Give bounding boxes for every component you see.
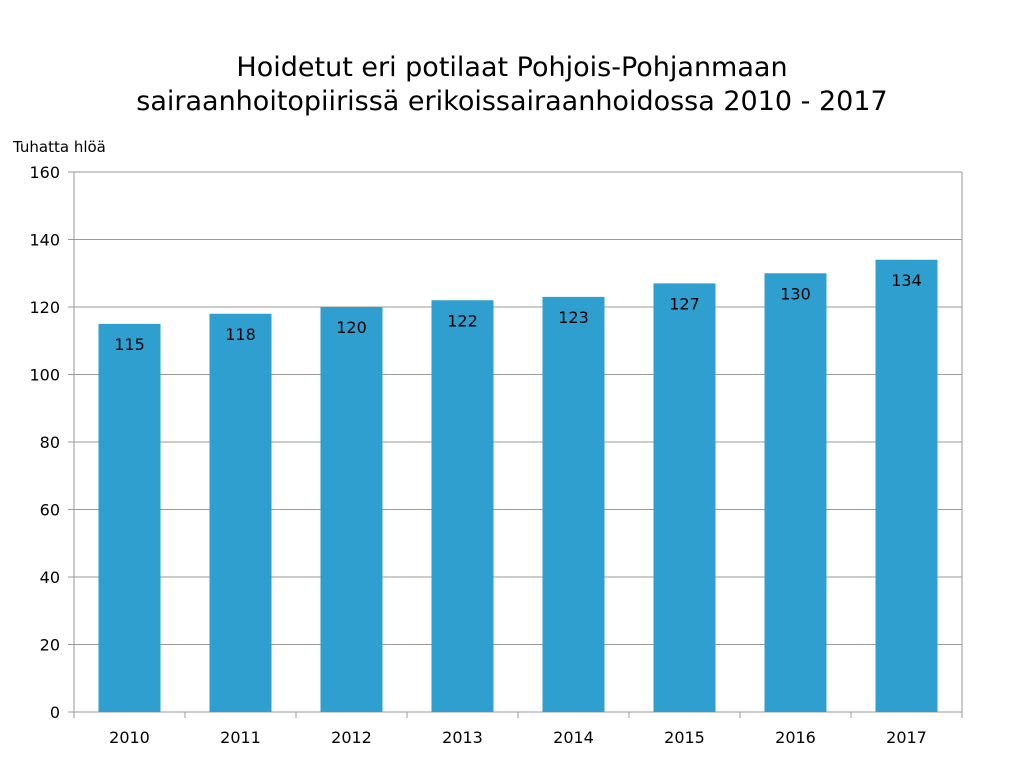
data-label: 134 (891, 271, 922, 290)
data-label: 130 (780, 284, 811, 303)
x-tick-label: 2016 (775, 728, 816, 747)
data-label: 123 (558, 308, 589, 327)
x-tick-label: 2017 (886, 728, 927, 747)
y-tick-label: 20 (40, 636, 60, 655)
bar (653, 283, 716, 712)
y-tick-label: 140 (29, 231, 60, 250)
y-tick-label: 60 (40, 501, 60, 520)
x-tick-label: 2014 (553, 728, 594, 747)
bar (209, 313, 272, 712)
y-tick-label: 80 (40, 433, 60, 452)
y-tick-label: 0 (50, 703, 60, 722)
bar (764, 273, 827, 712)
chart-title-line-2: sairaanhoitopiirissä erikoissairaanhoido… (136, 86, 888, 117)
y-tick-label: 100 (29, 366, 60, 385)
y-axis-label: Tuhatta hlöä (13, 138, 106, 156)
bar (875, 259, 938, 712)
x-tick-label: 2011 (220, 728, 261, 747)
data-label: 122 (447, 311, 478, 330)
bar (98, 323, 161, 712)
y-tick-label: 160 (29, 163, 60, 182)
bar (320, 307, 383, 712)
data-label: 120 (336, 318, 367, 337)
data-label: 127 (669, 294, 700, 313)
y-tick-label: 40 (40, 568, 60, 587)
y-tick-label: 120 (29, 298, 60, 317)
bar (431, 300, 494, 712)
chart-title-line-1: Hoidetut eri potilaat Pohjois-Pohjanmaan (236, 52, 788, 83)
data-label: 115 (114, 335, 145, 354)
x-tick-label: 2012 (331, 728, 372, 747)
data-label: 118 (225, 325, 256, 344)
x-tick-label: 2010 (109, 728, 150, 747)
bar (542, 296, 605, 712)
x-tick-label: 2015 (664, 728, 705, 747)
x-tick-label: 2013 (442, 728, 483, 747)
